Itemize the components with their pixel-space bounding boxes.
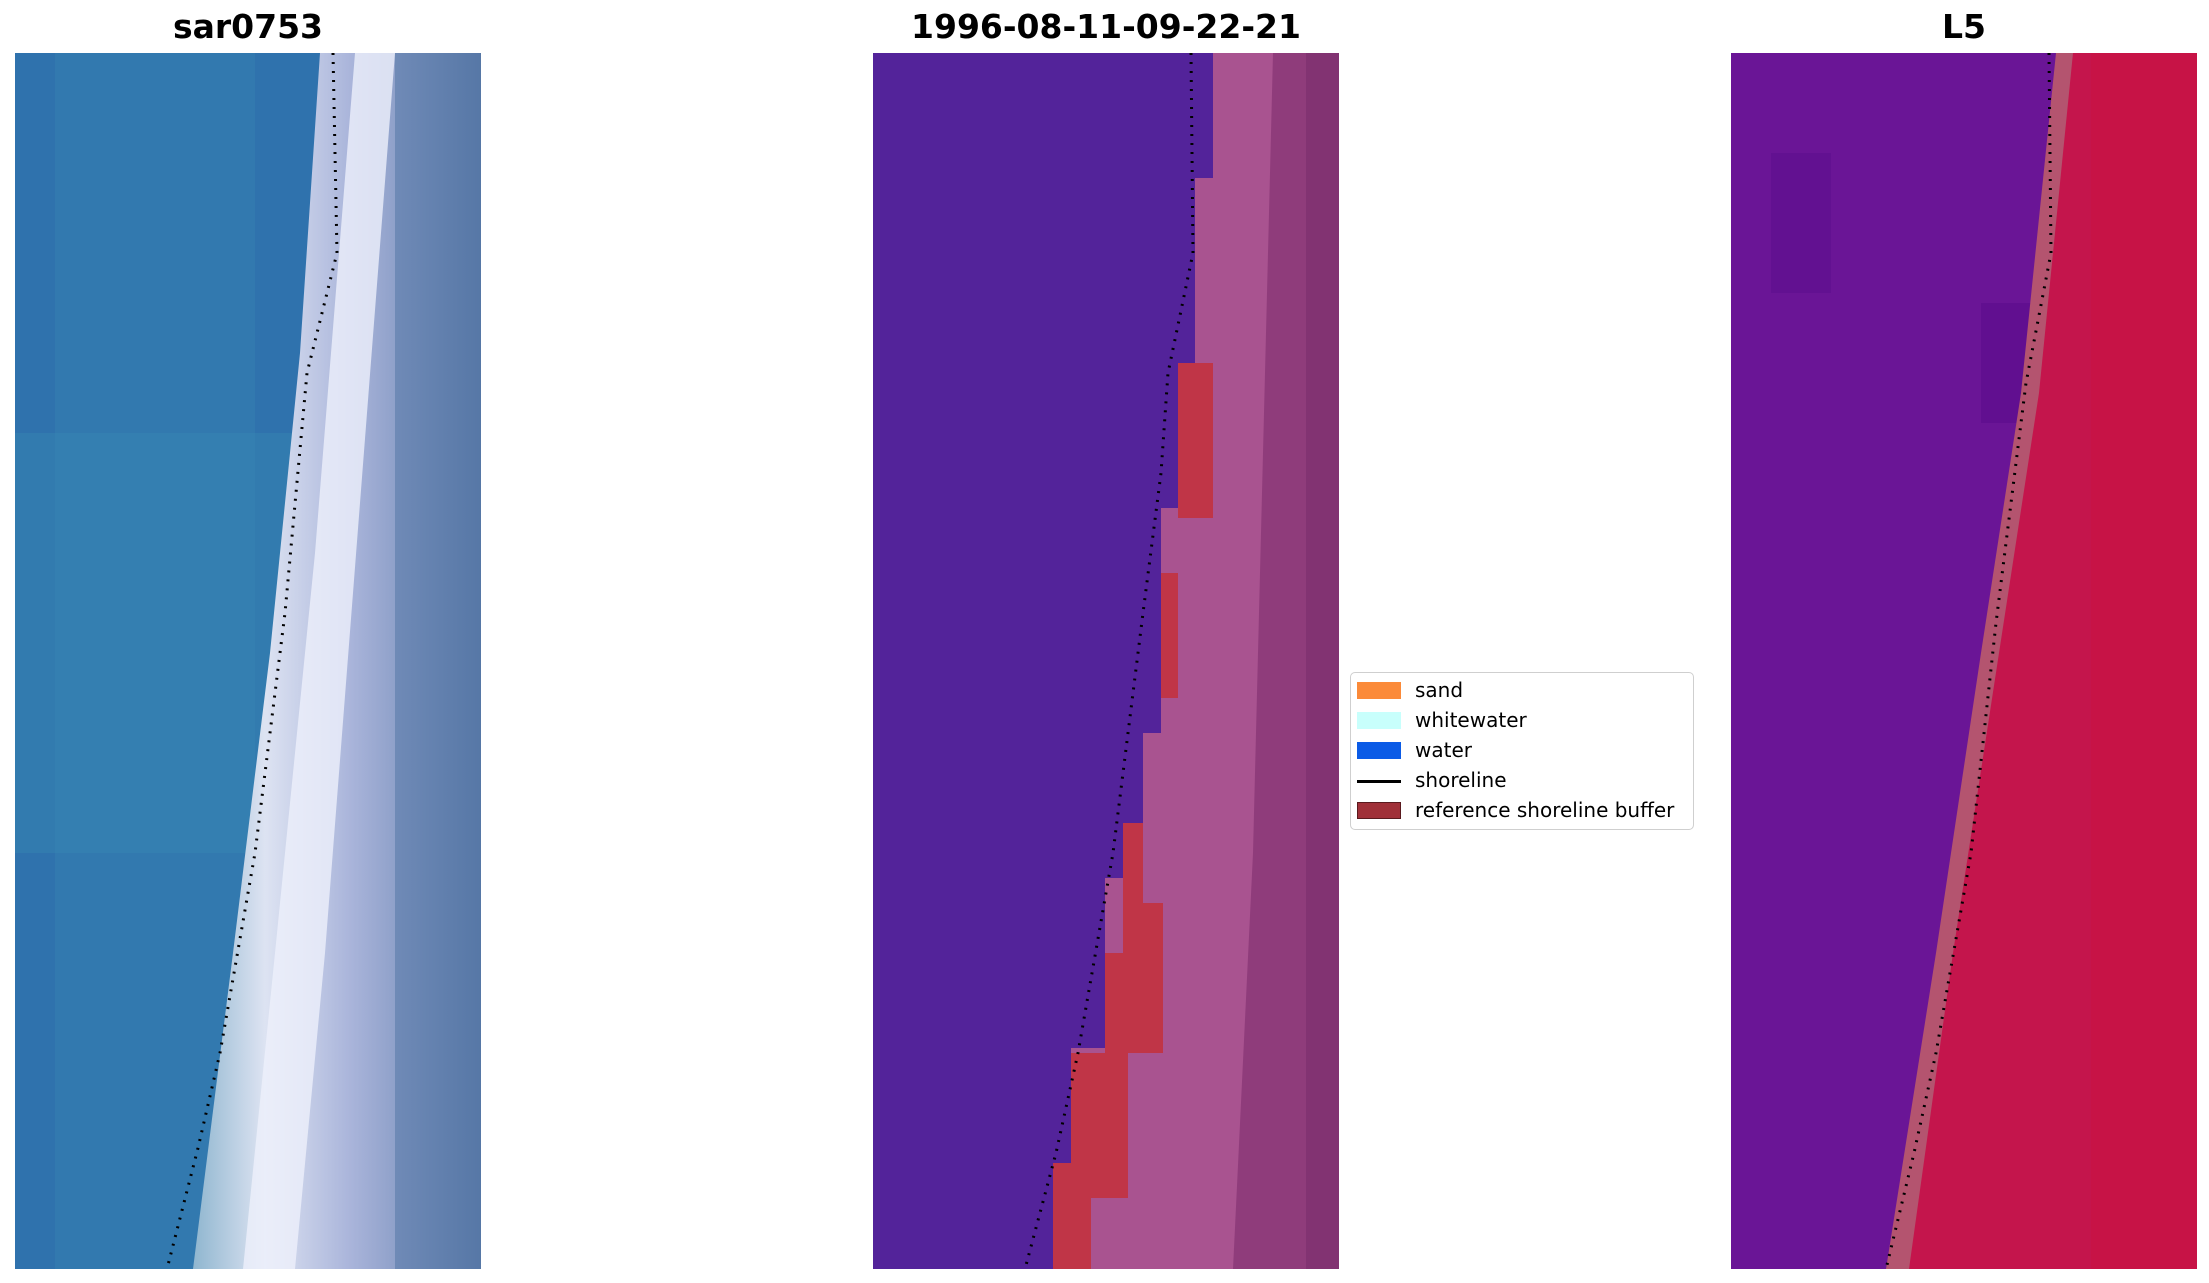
sand-swatch xyxy=(1357,682,1401,699)
legend-label-whitewater: whitewater xyxy=(1415,708,1527,732)
legend-item-buffer: reference shoreline buffer xyxy=(1351,796,1693,824)
legend-label-water: water xyxy=(1415,738,1472,762)
index-image xyxy=(1731,53,2197,1269)
index-image-panel xyxy=(1731,53,2197,1269)
classified-image xyxy=(873,53,1339,1269)
legend-item-whitewater: whitewater xyxy=(1351,706,1693,734)
legend-label-sand: sand xyxy=(1415,678,1464,702)
buffer-swatch xyxy=(1357,802,1401,819)
rgb-image xyxy=(15,53,481,1269)
legend-label-buffer: reference shoreline buffer xyxy=(1415,798,1675,822)
legend-item-shoreline: shoreline xyxy=(1351,766,1693,794)
panel-title-classified: 1996-08-11-09-22-21 xyxy=(911,7,1301,46)
legend: sand whitewater water shoreline referenc… xyxy=(1350,672,1694,830)
rgb-image-panel xyxy=(15,53,481,1269)
reference-shoreline-buffer xyxy=(1178,363,1213,518)
panel-title-index: L5 xyxy=(1942,7,1986,46)
legend-item-water: water xyxy=(1351,736,1693,764)
classified-image-panel xyxy=(873,53,1339,1269)
whitewater-swatch xyxy=(1357,712,1401,729)
panel-title-rgb: sar0753 xyxy=(172,7,324,46)
shoreline-rgb xyxy=(165,53,339,1269)
shoreline-line-icon xyxy=(1357,780,1401,783)
legend-item-sand: sand xyxy=(1351,676,1693,704)
water-swatch xyxy=(1357,742,1401,759)
legend-label-shoreline: shoreline xyxy=(1415,768,1507,792)
